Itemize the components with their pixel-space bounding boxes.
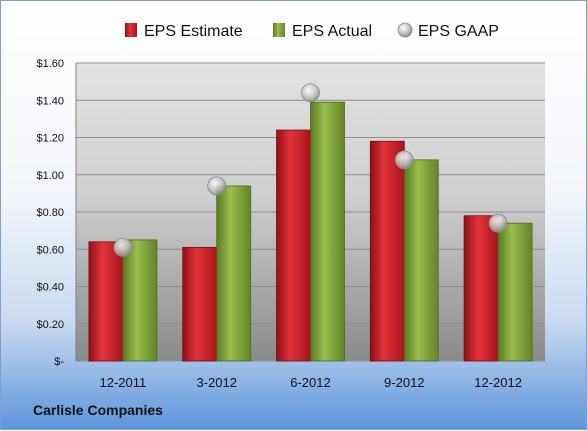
x-tick-label: 9-2012: [384, 375, 424, 390]
gaap-marker: [488, 213, 508, 233]
y-tick-label: $1.00: [36, 170, 64, 182]
estimate-bar: [88, 241, 124, 362]
x-tick-label: 6-2012: [290, 375, 330, 390]
legend-estimate-label: EPS Estimate: [144, 23, 243, 40]
y-tick-label: $1.60: [36, 58, 64, 70]
legend-actual-swatch: [273, 23, 285, 37]
x-tick-label: 12-2011: [100, 375, 147, 390]
actual-bar: [310, 101, 345, 362]
gaap-marker: [113, 237, 133, 257]
estimate-bar: [463, 215, 499, 362]
y-tick-label: $-: [54, 356, 64, 368]
y-tick-label: $0.60: [36, 244, 64, 256]
x-tick-label: 3-2012: [196, 375, 236, 390]
y-tick-label: $0.40: [36, 282, 64, 294]
actual-bar: [122, 239, 158, 362]
actual-bar: [497, 222, 533, 362]
x-tick-label: 12-2012: [474, 375, 522, 390]
gaap-marker: [207, 176, 227, 196]
legend-gaap-swatch: [397, 22, 413, 38]
estimate-bar: [182, 246, 218, 362]
estimate-bar: [369, 140, 405, 362]
legend-gaap-label: EPS GAAP: [418, 23, 499, 40]
y-tick-label: $1.20: [36, 133, 64, 145]
company-name: Carlisle Companies: [33, 402, 163, 418]
legend-actual-label: EPS Actual: [292, 23, 372, 40]
actual-bar: [216, 185, 252, 362]
gaap-marker: [301, 83, 320, 103]
estimate-bar: [276, 129, 311, 362]
actual-bar: [403, 159, 439, 362]
y-tick-label: $0.80: [36, 207, 64, 219]
y-tick-label: $0.20: [36, 319, 64, 331]
legend-estimate-swatch: [125, 23, 137, 37]
gaap-marker: [394, 150, 414, 170]
y-tick-label: $1.40: [36, 95, 64, 107]
